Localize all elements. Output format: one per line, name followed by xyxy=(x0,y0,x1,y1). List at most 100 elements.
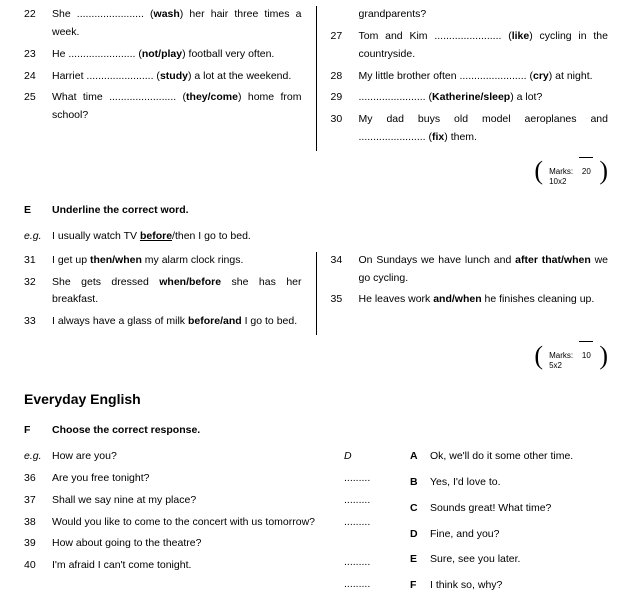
item-number: 36 xyxy=(24,470,52,488)
exercise-item: 27Tom and Kim ....................... (l… xyxy=(331,28,609,64)
item-number: 24 xyxy=(24,68,52,86)
item-number: 31 xyxy=(24,252,52,270)
section-instruction: Choose the correct response. xyxy=(52,422,200,440)
section-e-example: e.g. I usually watch TV before/then I go… xyxy=(24,228,608,246)
section-f-example: e.g. How are you? xyxy=(24,448,324,466)
marks-denom: 5x2 xyxy=(549,361,562,371)
item-text: grandparents? xyxy=(359,6,609,24)
section-d-columns: 22She ....................... (wash) her… xyxy=(24,6,608,151)
response-option: CSounds great! What time? xyxy=(410,500,608,518)
option-letter: B xyxy=(410,474,430,492)
item-text: ....................... (Katherine/sleep… xyxy=(359,89,609,107)
answer-blank[interactable]: ......... xyxy=(344,470,390,488)
example-label: e.g. xyxy=(24,448,52,466)
item-number: 23 xyxy=(24,46,52,64)
option-letter: F xyxy=(410,577,430,595)
item-text: Are you free tonight? xyxy=(52,470,324,488)
item-number: 37 xyxy=(24,492,52,510)
option-text: Sounds great! What time? xyxy=(430,500,551,518)
item-number: 35 xyxy=(331,291,359,309)
section-d-marks: ( Marks: 20 10x2 ) xyxy=(24,157,608,186)
item-text: Shall we say nine at my place? xyxy=(52,492,324,510)
item-number: 27 xyxy=(331,28,359,46)
response-option: BYes, I'd love to. xyxy=(410,474,608,492)
marks-label: Marks: xyxy=(549,167,573,176)
response-option: ESure, see you later. xyxy=(410,551,608,569)
item-text: I'm afraid I can't come tonight. xyxy=(52,557,324,575)
exercise-item: 34On Sundays we have lunch and after tha… xyxy=(331,252,609,288)
exercise-item: 30My dad buys old model aeroplanes and .… xyxy=(331,111,609,147)
section-f-header: F Choose the correct response. xyxy=(24,422,608,440)
exercise-item: 29....................... (Katherine/sle… xyxy=(331,89,609,107)
exercise-item: 22She ....................... (wash) her… xyxy=(24,6,302,42)
item-text: On Sundays we have lunch and after that/… xyxy=(359,252,609,288)
example-answer: D xyxy=(344,448,390,466)
exercise-item: 32She gets dressed when/before she has h… xyxy=(24,274,302,310)
everyday-english-title: Everyday English xyxy=(24,388,608,412)
exercise-item: 35He leaves work and/when he finishes cl… xyxy=(331,291,609,309)
option-text: Yes, I'd love to. xyxy=(430,474,501,492)
question-item: 40I'm afraid I can't come tonight. xyxy=(24,557,324,575)
item-number: 39 xyxy=(24,535,52,553)
section-letter: E xyxy=(24,202,52,220)
answer-blank[interactable]: ......... xyxy=(344,554,390,572)
section-e-header: E Underline the correct word. xyxy=(24,202,608,220)
item-number: 34 xyxy=(331,252,359,270)
item-text: She gets dressed when/before she has her… xyxy=(52,274,302,310)
exercise-item: 24Harriet ....................... (study… xyxy=(24,68,302,86)
section-f-body: e.g. How are you? 36Are you free tonight… xyxy=(24,448,608,603)
item-text: My dad buys old model aeroplanes and ...… xyxy=(359,111,609,147)
item-number: 28 xyxy=(331,68,359,86)
exercise-item: 33I always have a glass of milk before/a… xyxy=(24,313,302,331)
section-instruction: Underline the correct word. xyxy=(52,202,189,220)
item-number: 32 xyxy=(24,274,52,292)
section-f-right: AOk, we'll do it some other time. BYes, I… xyxy=(410,448,608,603)
section-e-marks: ( Marks: 10 5x2 ) xyxy=(24,341,608,370)
response-option: AOk, we'll do it some other time. xyxy=(410,448,608,466)
marks-denom: 10x2 xyxy=(549,177,566,187)
exercise-item: grandparents? xyxy=(331,6,609,24)
exercise-item: 25What time ....................... (the… xyxy=(24,89,302,125)
example-text: I usually watch TV before/then I go to b… xyxy=(52,228,608,246)
section-e-right: 34On Sundays we have lunch and after tha… xyxy=(317,252,609,335)
item-number: 38 xyxy=(24,514,52,532)
item-text: He leaves work and/when he finishes clea… xyxy=(359,291,609,309)
question-item: 39How about going to the theatre? xyxy=(24,535,324,553)
item-text: I get up then/when my alarm clock rings. xyxy=(52,252,302,270)
item-text: She ....................... (wash) her h… xyxy=(52,6,302,42)
item-text: How about going to the theatre? xyxy=(52,535,324,553)
item-text: Would you like to come to the concert wi… xyxy=(52,514,324,532)
option-letter: E xyxy=(410,551,430,569)
option-text: Ok, we'll do it some other time. xyxy=(430,448,573,466)
option-letter: C xyxy=(410,500,430,518)
example-label: e.g. xyxy=(24,228,52,246)
marks-total: 20 xyxy=(582,167,591,176)
item-number: 25 xyxy=(24,89,52,107)
item-number: 40 xyxy=(24,557,52,575)
example-text: How are you? xyxy=(52,448,324,466)
item-text: Harriet ....................... (study) … xyxy=(52,68,302,86)
answer-blank[interactable]: ......... xyxy=(344,514,390,550)
item-number: 33 xyxy=(24,313,52,331)
exercise-item: 28My little brother often ..............… xyxy=(331,68,609,86)
item-number: 30 xyxy=(331,111,359,129)
response-option: DFine, and you? xyxy=(410,526,608,544)
section-f-answers-col: D ......................................… xyxy=(344,448,390,603)
option-text: I think so, why? xyxy=(430,577,502,595)
section-d-right: grandparents? 27Tom and Kim .............… xyxy=(317,6,609,151)
option-text: Sure, see you later. xyxy=(430,551,520,569)
question-item: 36Are you free tonight? xyxy=(24,470,324,488)
section-e-left: 31I get up then/when my alarm clock ring… xyxy=(24,252,317,335)
item-number: 22 xyxy=(24,6,52,24)
question-item: 37Shall we say nine at my place? xyxy=(24,492,324,510)
answer-blank[interactable]: ......... xyxy=(344,492,390,510)
answer-blank[interactable]: ......... xyxy=(344,576,390,594)
marks-total: 10 xyxy=(582,351,591,360)
item-text: He ....................... (not/play) fo… xyxy=(52,46,302,64)
item-text: I always have a glass of milk before/and… xyxy=(52,313,302,331)
exercise-item: 31I get up then/when my alarm clock ring… xyxy=(24,252,302,270)
option-letter: D xyxy=(410,526,430,544)
exercise-item: 23He ....................... (not/play) … xyxy=(24,46,302,64)
section-d-left: 22She ....................... (wash) her… xyxy=(24,6,317,151)
option-text: Fine, and you? xyxy=(430,526,499,544)
